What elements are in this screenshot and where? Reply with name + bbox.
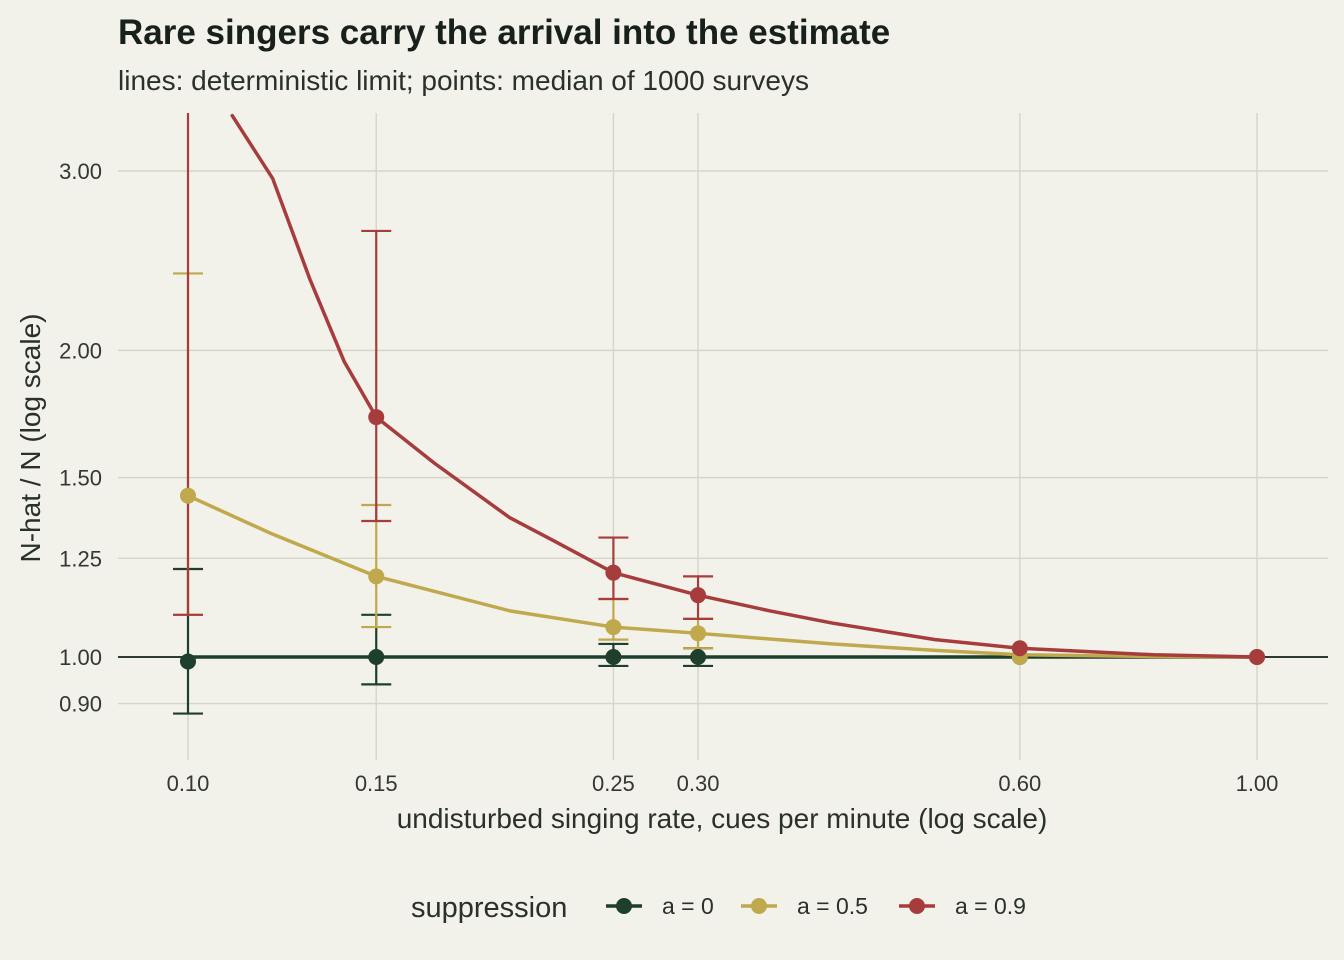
series-3-line xyxy=(230,113,1259,659)
y-tick-label: 1.00 xyxy=(59,645,102,670)
series-2-line xyxy=(186,493,1259,659)
legend-label-3: a = 0.9 xyxy=(955,893,1026,919)
y-tick-label: 1.50 xyxy=(59,466,102,491)
series-3-point xyxy=(690,587,707,604)
series-3-point xyxy=(368,409,385,426)
legend-key-point-1 xyxy=(616,898,632,914)
x-tick-label: 0.10 xyxy=(167,771,210,796)
series-2-point xyxy=(368,568,385,585)
legend-title: suppression xyxy=(411,892,567,924)
series-1-point xyxy=(180,653,196,670)
series-points xyxy=(180,409,1265,670)
y-tick-label: 1.25 xyxy=(59,546,102,571)
series-2-point xyxy=(605,619,622,636)
series-errorbars xyxy=(173,113,714,715)
y-tick-label: 0.90 xyxy=(59,692,102,717)
legend-label-1: a = 0 xyxy=(662,893,714,919)
series-3-point xyxy=(605,564,622,581)
series-3-point xyxy=(1011,640,1028,657)
y-axis-title: N-hat / N (log scale) xyxy=(15,314,46,563)
legend-key-point-3 xyxy=(909,898,925,914)
series-1-point xyxy=(605,649,622,665)
series-2-point xyxy=(690,625,707,642)
x-tick-label: 0.25 xyxy=(592,771,635,796)
chart-subtitle: lines: deterministic limit; points: medi… xyxy=(118,65,809,96)
series-3-point xyxy=(1249,649,1265,665)
series-1-point xyxy=(690,649,707,665)
legend: suppression a = 0 a = 0.5 a = 0.9 xyxy=(411,892,1026,924)
gridlines xyxy=(118,113,1328,760)
x-tick-label: 1.00 xyxy=(1236,771,1279,796)
legend-label-2: a = 0.5 xyxy=(797,893,868,919)
series-1-point xyxy=(368,649,385,665)
x-tick-label: 0.15 xyxy=(355,771,398,796)
x-tick-label: 0.60 xyxy=(998,771,1041,796)
series-lines xyxy=(186,113,1259,659)
x-axis-title: undisturbed singing rate, cues per minut… xyxy=(397,803,1048,834)
legend-key-point-2 xyxy=(751,898,767,914)
x-tick-labels: 0.10 0.15 0.25 0.30 0.60 1.00 xyxy=(167,771,1279,796)
y-tick-label: 3.00 xyxy=(59,159,102,184)
x-tick-label: 0.30 xyxy=(677,771,720,796)
series-2-point xyxy=(180,487,196,504)
y-tick-label: 2.00 xyxy=(59,338,102,363)
chart-title: Rare singers carry the arrival into the … xyxy=(118,13,890,52)
y-tick-labels: 0.90 1.00 1.25 1.50 2.00 3.00 xyxy=(59,159,102,717)
